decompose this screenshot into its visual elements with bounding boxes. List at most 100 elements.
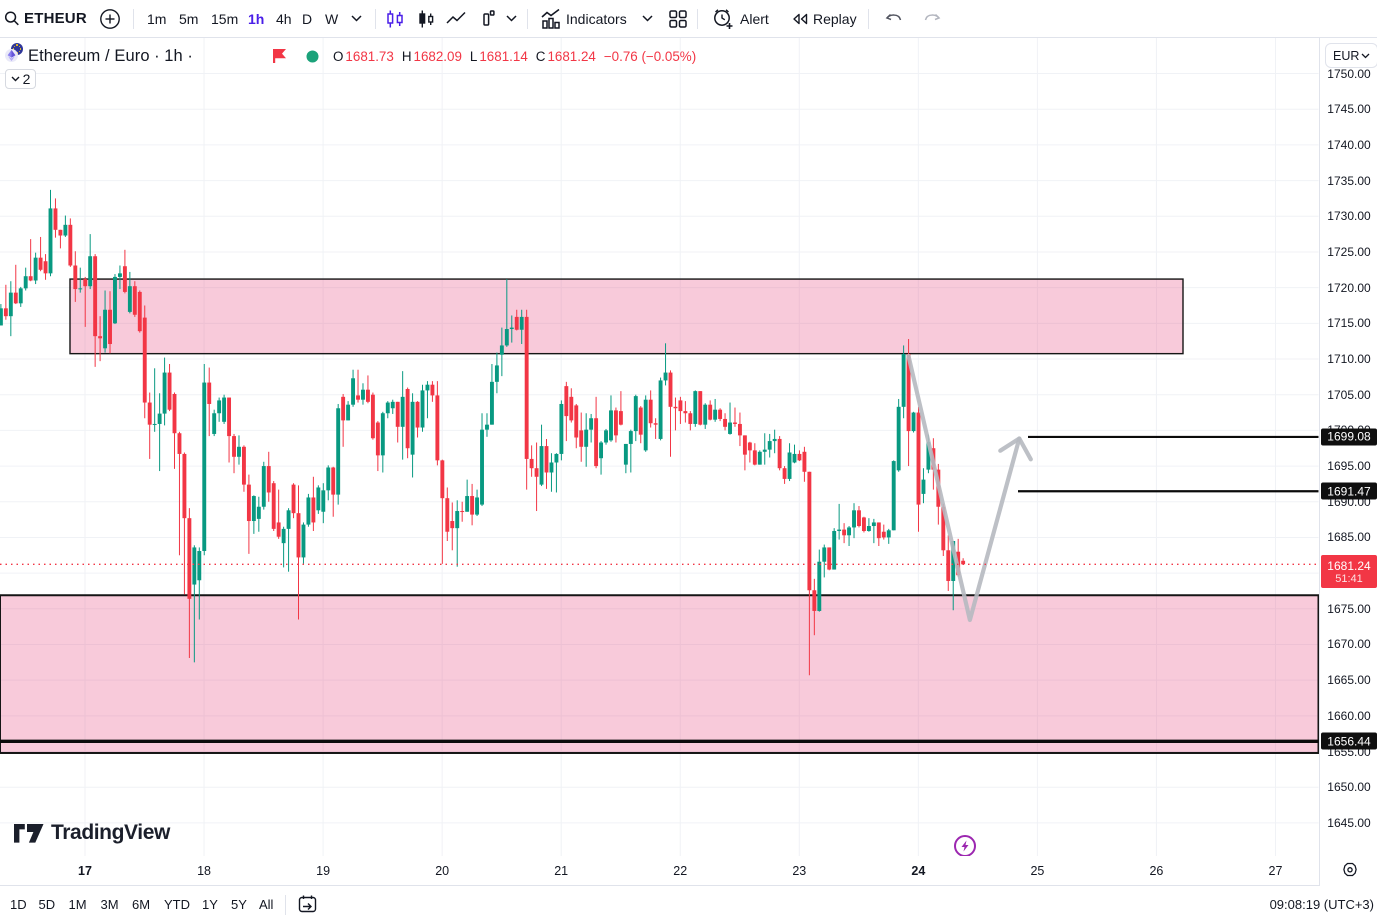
date-label[interactable]: 21	[554, 863, 569, 878]
price-tick: 1665.00	[1327, 673, 1371, 688]
candle-body	[365, 389, 370, 402]
candle-body	[147, 402, 152, 425]
candle-body	[519, 316, 524, 330]
supply-zone[interactable]	[69, 278, 1184, 355]
layout-grid-icon[interactable]	[666, 0, 690, 37]
date-label[interactable]: 19	[316, 863, 331, 878]
range-button-all[interactable]: All	[259, 897, 274, 912]
price-scale[interactable]: EUR 1750.00 1745.00 1740.00 1735.00 1730.00 1…	[1319, 38, 1377, 886]
market-status-dot[interactable]	[306, 44, 319, 68]
alert-clock-plus-icon[interactable]	[710, 0, 736, 37]
candle-body	[346, 404, 351, 421]
candle-body	[847, 527, 852, 536]
currency-dropdown[interactable]: EUR	[1325, 43, 1377, 68]
candle-body	[331, 467, 336, 495]
date-label[interactable]: 23	[792, 863, 807, 878]
chart-type-candles-icon[interactable]	[383, 0, 407, 37]
indicators-icon[interactable]	[538, 0, 564, 37]
interval-button-4h[interactable]: 4h	[276, 10, 292, 27]
range-button-3m[interactable]: 3M	[100, 897, 119, 912]
candle-body	[370, 394, 375, 439]
interval-button-1h[interactable]: 1h	[248, 10, 265, 27]
symbol-search-icon[interactable]	[4, 0, 20, 37]
candle-body	[504, 329, 509, 346]
object-tree-toggle[interactable]: 2	[5, 69, 36, 89]
interval-button-15m[interactable]: 15m	[211, 10, 239, 27]
date-label[interactable]: 26	[1149, 863, 1164, 878]
date-label[interactable]: 20	[435, 863, 450, 878]
candle-body	[455, 511, 460, 529]
range-button-1m[interactable]: 1M	[68, 897, 87, 912]
separator-dot: ·	[154, 46, 160, 65]
open-value: 1681.73	[345, 48, 394, 64]
replay-button[interactable]: Replay	[813, 10, 857, 27]
date-label[interactable]: 18	[197, 863, 211, 878]
candle-body	[326, 467, 331, 491]
chart-type-chevron-icon[interactable]	[502, 0, 520, 37]
chart-type-hollow-candles-icon[interactable]	[414, 0, 438, 37]
chart-type-bars-icon[interactable]	[476, 0, 500, 37]
replay-icon[interactable]	[789, 0, 811, 37]
candle-body	[351, 378, 356, 405]
candle-body	[703, 404, 708, 425]
interval-button-D[interactable]: D	[302, 10, 313, 27]
trend-arrow-drawing[interactable]	[906, 353, 1022, 623]
candle-body	[182, 453, 187, 519]
tradingview-logo[interactable]: TradingView	[14, 821, 170, 845]
range-button-1y[interactable]: 1Y	[202, 897, 218, 912]
interval-button-5m[interactable]: 5m	[179, 10, 199, 27]
candle-body	[857, 510, 861, 527]
chart-type-line-icon[interactable]	[444, 0, 468, 37]
candle-body	[767, 441, 772, 450]
candle-body	[683, 411, 688, 414]
demand-zone[interactable]	[0, 594, 1319, 754]
date-label[interactable]: 25	[1030, 863, 1045, 878]
alert-button[interactable]: Alert	[740, 10, 769, 27]
clock-display[interactable]: 09:08:19 (UTC+3)	[1269, 897, 1374, 912]
candle-body	[643, 399, 648, 451]
high-value: 1682.09	[413, 48, 462, 64]
indicators-chevron-icon[interactable]	[638, 0, 656, 37]
interval-button-W[interactable]: W	[325, 10, 339, 27]
date-label[interactable]: 17	[78, 863, 92, 878]
time-axis-settings-gear-icon[interactable]	[1340, 860, 1360, 885]
date-label[interactable]: 24	[911, 863, 926, 878]
candle-body	[628, 431, 633, 444]
range-button-1d[interactable]: 1D	[10, 897, 27, 912]
candle-body	[822, 547, 827, 562]
candle-body	[361, 389, 365, 400]
candle-body	[728, 422, 732, 434]
time-axis[interactable]: 17 18 19 20 21 22 23 24 25 26 27	[0, 856, 1377, 886]
candle-body	[390, 401, 395, 409]
candle-body	[842, 529, 847, 536]
range-button-5d[interactable]: 5D	[38, 897, 56, 912]
redo-icon[interactable]	[920, 0, 944, 37]
indicators-button[interactable]: Indicators	[566, 10, 627, 27]
candle-body	[450, 521, 455, 529]
candle-body	[480, 429, 484, 505]
date-label[interactable]: 22	[673, 863, 688, 878]
flagged-symbol-icon[interactable]	[272, 44, 287, 68]
date-label[interactable]: 27	[1268, 863, 1283, 878]
range-button-6m[interactable]: 6M	[132, 897, 151, 912]
grid-lines	[0, 38, 1319, 856]
interval-chevron-icon[interactable]	[347, 0, 365, 37]
candle-body	[73, 265, 78, 290]
candlestick-chart[interactable]	[0, 38, 1319, 856]
price-tick: 1750.00	[1327, 66, 1371, 81]
interval-button-1m[interactable]: 1m	[147, 10, 167, 27]
candle-body	[861, 517, 866, 532]
undo-icon[interactable]	[882, 0, 906, 37]
candle-body	[762, 449, 767, 452]
range-button-ytd[interactable]: YTD	[164, 897, 190, 912]
bottom-toolbar: 09:08:19 (UTC+3) 1D 5D 1M 3M 6M YTD 1Y 5Y All	[0, 886, 1377, 923]
symbol-title[interactable]: Ethereum / Euro · 1h ·	[28, 44, 197, 68]
compare-add-symbol-icon[interactable]	[98, 0, 122, 37]
event-lightning-marker[interactable]	[954, 835, 976, 856]
go-to-date-icon[interactable]	[297, 894, 318, 920]
range-button-5y[interactable]: 5Y	[231, 897, 247, 912]
symbol-logo[interactable]	[5, 43, 29, 68]
candle-body	[544, 446, 549, 473]
symbol-search-button[interactable]: ETHEUR	[24, 10, 87, 27]
